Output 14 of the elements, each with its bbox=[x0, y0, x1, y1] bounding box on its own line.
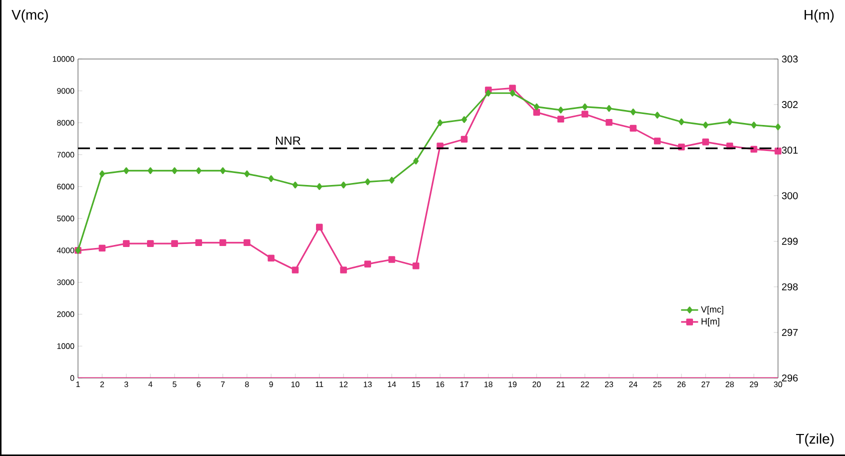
y-axis-title: V(mc) bbox=[12, 10, 48, 23]
y2-axis-title: H(m) bbox=[804, 10, 834, 23]
legend-label: H[m] bbox=[702, 318, 720, 326]
ref-line-label: NNR bbox=[276, 136, 300, 145]
y2-tick-label: 296 bbox=[782, 374, 798, 382]
y2-tick-label: 300 bbox=[782, 192, 798, 200]
y2-tick-label: 299 bbox=[782, 238, 798, 245]
y2-tick-label: 297 bbox=[782, 328, 798, 336]
legend-label: V[mc] bbox=[700, 306, 724, 314]
y2-tick-label: 302 bbox=[782, 101, 798, 108]
y2-tick-label: 301 bbox=[782, 146, 798, 154]
x-axis-title: T(zile) bbox=[796, 433, 834, 446]
y2-tick-label: 298 bbox=[782, 283, 798, 290]
y2-tick-label: 303 bbox=[782, 55, 798, 63]
